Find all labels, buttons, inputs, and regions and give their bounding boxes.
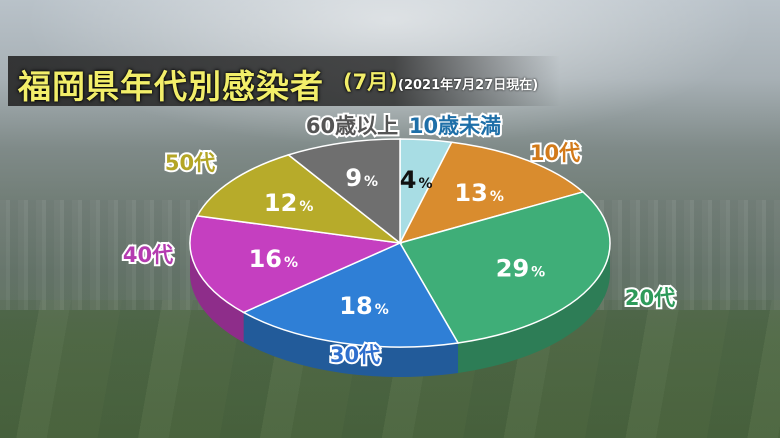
slice-2-value-label: 29% — [496, 254, 545, 282]
slice-3-value-label: 18% — [339, 292, 388, 320]
slice-5 — [196, 154, 403, 245]
value-labels: 4% 13 % 29 % 18 % 16 % 12 % 9% — [249, 164, 546, 320]
slice-4-value-label: 16% — [249, 245, 298, 273]
pie-slices — [189, 138, 611, 348]
slice-1 — [398, 141, 585, 245]
slice-0-category-label: 10歳未満 — [409, 114, 501, 138]
slice-5-value-label: 12% — [264, 189, 313, 217]
slice-1-category-label: 10代 — [530, 141, 580, 165]
slice-2-side — [458, 243, 610, 373]
category-labels: 10歳未満 10代 20代 30代 40代 50代 60歳以上 — [121, 112, 677, 369]
slice-1-value-label: 13% — [454, 179, 503, 207]
slice-4-category-label: 40代 — [123, 243, 173, 267]
chart-subtitle: (7月) — [343, 70, 398, 94]
slice-5-category-label: 50代 — [165, 151, 215, 175]
chart-title: 福岡県年代別感染者 — [18, 67, 324, 106]
title-band — [8, 56, 560, 106]
slice-0-value-label: 4% — [400, 166, 433, 194]
slice-3-category-label: 30代 — [330, 343, 380, 367]
slice-6 — [286, 138, 401, 245]
date-note: (2021年7月27日現在) — [398, 78, 539, 93]
slice-3 — [241, 242, 460, 348]
slice-2 — [398, 191, 611, 344]
slice-6-value-label: 9% — [345, 164, 378, 192]
slice-4 — [189, 215, 403, 314]
slice-4-side — [190, 243, 244, 343]
slice-2-category-label: 20代 — [625, 286, 675, 310]
slice-6-category-label: 60歳以上 — [306, 114, 398, 138]
